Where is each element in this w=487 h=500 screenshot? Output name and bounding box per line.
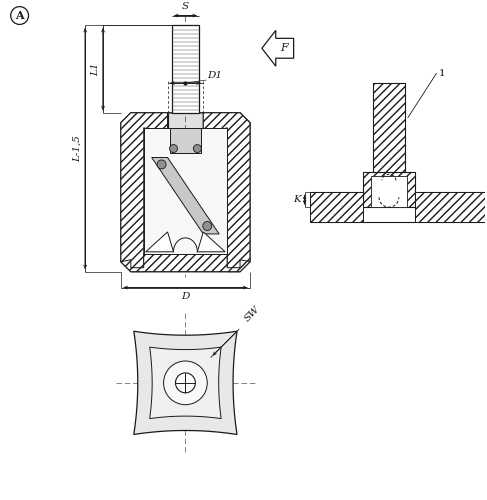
Polygon shape (169, 128, 201, 152)
Text: D1: D1 (207, 71, 222, 80)
Polygon shape (134, 331, 237, 434)
Text: F: F (280, 44, 288, 54)
Polygon shape (151, 158, 219, 234)
Polygon shape (371, 176, 407, 207)
Polygon shape (121, 113, 168, 134)
Circle shape (164, 361, 207, 405)
Circle shape (203, 222, 212, 230)
Text: S: S (182, 2, 189, 11)
Text: D: D (181, 292, 189, 300)
Polygon shape (203, 113, 250, 272)
Text: L-1,5: L-1,5 (73, 135, 82, 162)
Text: K: K (293, 195, 300, 204)
Text: SW: SW (243, 304, 262, 323)
Text: L1: L1 (91, 62, 100, 76)
Circle shape (193, 144, 201, 152)
Text: A: A (15, 10, 24, 21)
Polygon shape (121, 113, 250, 272)
Circle shape (157, 160, 166, 169)
Circle shape (169, 144, 177, 152)
Polygon shape (121, 113, 168, 272)
Circle shape (175, 373, 195, 393)
Polygon shape (203, 113, 250, 134)
Polygon shape (144, 128, 227, 254)
Text: 1: 1 (439, 68, 445, 78)
Polygon shape (171, 26, 199, 113)
Polygon shape (310, 192, 363, 222)
Polygon shape (150, 347, 221, 418)
Polygon shape (121, 254, 250, 272)
Polygon shape (146, 232, 173, 252)
Polygon shape (197, 232, 225, 252)
Polygon shape (373, 83, 405, 172)
Polygon shape (415, 192, 485, 222)
Polygon shape (363, 172, 415, 207)
